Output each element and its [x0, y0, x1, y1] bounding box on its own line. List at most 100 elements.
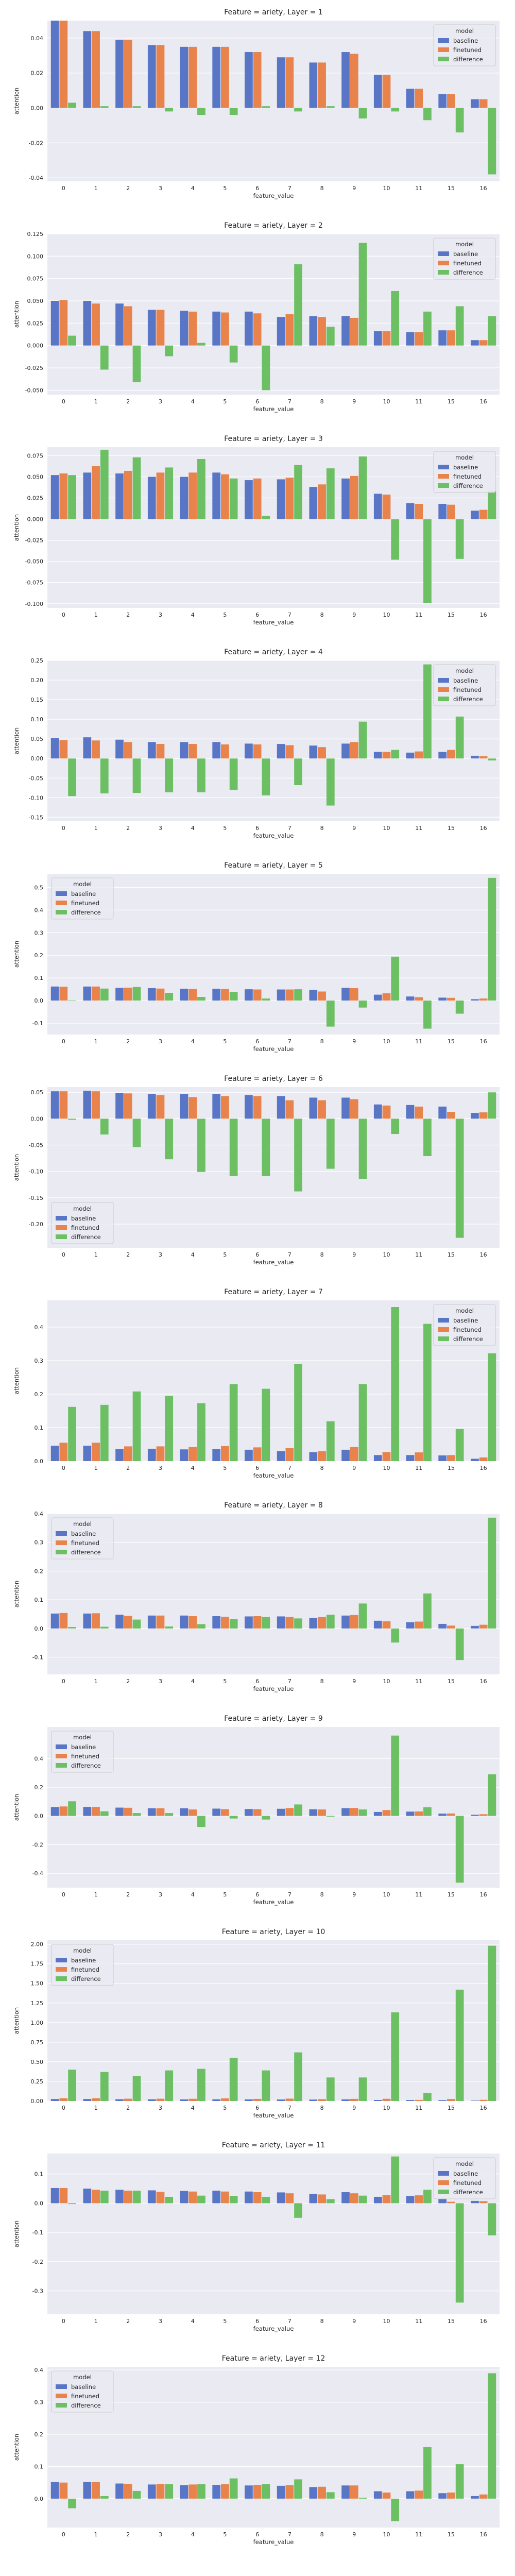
chart-svg: -0.050 -0.025 0.000 0.025 0.050 0.075 0.100 0.1…	[13, 222, 500, 413]
bar-baseline	[147, 2099, 156, 2101]
y-tick-label: 0.04	[31, 35, 44, 42]
bar-baseline	[212, 311, 221, 346]
y-tick-label: 0.2	[35, 1784, 44, 1791]
plot-area	[47, 874, 500, 1035]
x-tick-label: 2	[126, 2531, 130, 2538]
x-tick-label: 0	[62, 2531, 65, 2538]
legend-label-baseline: baseline	[71, 1743, 96, 1751]
bar-finetuned	[221, 2484, 229, 2499]
y-tick-label: 0.4	[35, 1511, 44, 1517]
bar-baseline	[373, 75, 382, 108]
y-tick-label: 0.05	[31, 1089, 44, 1096]
x-tick-label: 7	[288, 612, 291, 618]
y-tick-label: -0.1	[32, 2229, 43, 2236]
x-tick-label: 3	[159, 185, 162, 192]
y-tick-label: 0.0	[35, 1625, 44, 1632]
y-axis-label: attention	[13, 301, 20, 328]
bar-difference	[262, 1816, 270, 1820]
bar-finetuned	[350, 54, 358, 108]
bar-difference	[68, 1801, 76, 1816]
bar-baseline	[50, 2099, 59, 2101]
bar-difference	[165, 1813, 174, 1816]
legend-swatch-baseline	[438, 1318, 449, 1323]
bar-baseline	[115, 40, 124, 108]
bar-finetuned	[156, 1615, 165, 1629]
x-tick-label: 11	[415, 825, 422, 832]
bar-difference	[391, 1735, 400, 1816]
bar-finetuned	[382, 2098, 391, 2101]
bar-difference	[488, 1774, 496, 1816]
y-tick-label: 0.4	[35, 2367, 44, 2374]
bar-finetuned	[221, 2098, 229, 2101]
bar-finetuned	[253, 2192, 262, 2204]
bar-difference	[262, 106, 270, 108]
x-tick-label: 7	[288, 1678, 291, 1685]
bar-baseline	[147, 2190, 156, 2204]
bar-finetuned	[318, 62, 326, 108]
bar-baseline	[147, 988, 156, 1001]
legend-label-difference: difference	[71, 1233, 101, 1241]
x-tick-label: 5	[223, 825, 227, 832]
bar-finetuned	[188, 2098, 197, 2101]
bar-difference	[455, 716, 464, 759]
bar-difference	[294, 264, 302, 346]
chart-title: Feature = ariety, Layer = 6	[224, 1075, 323, 1083]
x-tick-label: 11	[415, 1465, 422, 1471]
x-tick-label: 15	[448, 2105, 455, 2111]
bar-difference	[197, 1403, 205, 1461]
legend-swatch-baseline	[438, 38, 449, 43]
bar-baseline	[373, 1811, 382, 1816]
x-tick-label: 8	[320, 2531, 324, 2538]
x-tick-label: 8	[320, 1891, 324, 1898]
bar-finetuned	[221, 1446, 229, 1461]
bar-baseline	[115, 1093, 124, 1119]
x-tick-label: 15	[448, 612, 455, 618]
legend-swatch-baseline	[438, 465, 449, 469]
bar-difference	[132, 345, 141, 382]
y-tick-label: 0.0	[35, 2496, 44, 2502]
bar-difference	[68, 758, 76, 796]
bar-baseline	[115, 1615, 124, 1629]
bar-finetuned	[92, 466, 100, 519]
bar-difference	[165, 2484, 174, 2499]
bar-difference	[100, 2496, 109, 2499]
chart-panel-layer-2: -0.050 -0.025 0.000 0.025 0.050 0.075 0.100 0.1…	[0, 215, 515, 429]
bar-baseline	[212, 989, 221, 1001]
bar-difference	[326, 2492, 335, 2499]
bar-finetuned	[285, 989, 294, 1001]
bar-baseline	[83, 1446, 92, 1461]
bar-baseline	[50, 2482, 59, 2499]
bar-difference	[68, 1118, 76, 1120]
bar-finetuned	[350, 2485, 358, 2499]
y-tick-label: 0.1	[35, 2171, 44, 2178]
legend-label-difference: difference	[71, 1549, 101, 1556]
bar-difference	[294, 2052, 302, 2101]
bar-baseline	[115, 739, 124, 759]
bar-finetuned	[382, 1105, 391, 1119]
plot-area	[47, 447, 500, 608]
x-tick-label: 6	[255, 2318, 259, 2325]
legend-swatch-baseline	[438, 2171, 449, 2176]
x-tick-label: 9	[352, 1678, 356, 1685]
legend-title: model	[455, 1307, 474, 1314]
bar-finetuned	[447, 2099, 455, 2101]
bar-difference	[100, 2072, 109, 2101]
x-tick-label: 5	[223, 1678, 227, 1685]
bar-baseline	[115, 2483, 124, 2499]
bar-difference	[262, 345, 270, 391]
x-tick-label: 9	[352, 825, 356, 832]
bar-difference	[391, 750, 400, 759]
y-tick-label: 0.1	[35, 1425, 44, 1431]
bar-baseline	[471, 1625, 479, 1629]
x-tick-label: 5	[223, 185, 227, 192]
bar-finetuned	[382, 75, 391, 108]
bar-finetuned	[156, 310, 165, 346]
x-tick-label: 0	[62, 2105, 65, 2111]
bar-finetuned	[221, 46, 229, 108]
x-axis-label: feature_value	[253, 405, 294, 413]
bar-difference	[132, 2076, 141, 2101]
x-tick-label: 6	[255, 2531, 259, 2538]
bar-difference	[100, 988, 109, 1001]
bar-difference	[165, 1118, 174, 1160]
bar-baseline	[180, 989, 188, 1001]
